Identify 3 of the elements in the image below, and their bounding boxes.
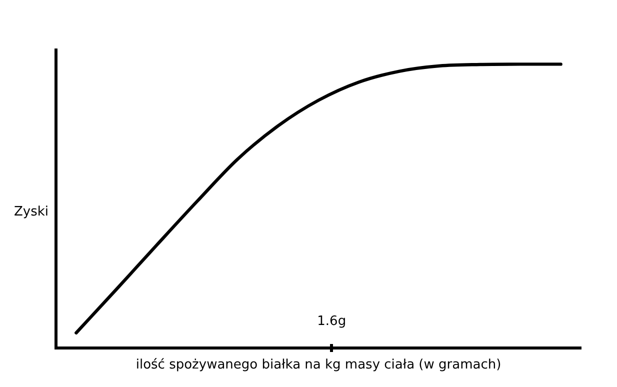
annotation: 1.6g — [317, 314, 346, 330]
y-axis-title: Zyski — [14, 204, 49, 220]
x-axis-title: ilość spożywanego białka na kg masy ciała (w gramach) — [136, 358, 502, 373]
